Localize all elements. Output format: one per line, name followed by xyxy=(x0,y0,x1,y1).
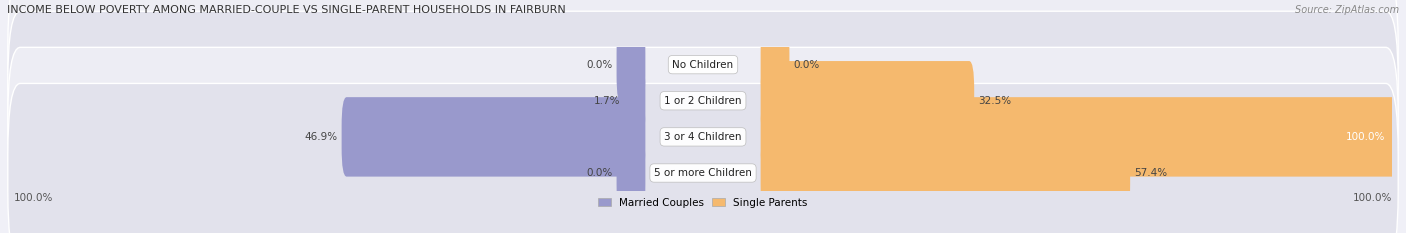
FancyBboxPatch shape xyxy=(761,97,1398,177)
Text: No Children: No Children xyxy=(672,60,734,70)
FancyBboxPatch shape xyxy=(761,61,974,140)
Text: 0.0%: 0.0% xyxy=(794,60,820,70)
Text: 57.4%: 57.4% xyxy=(1135,168,1167,178)
Text: Source: ZipAtlas.com: Source: ZipAtlas.com xyxy=(1295,5,1399,15)
FancyBboxPatch shape xyxy=(624,61,645,140)
FancyBboxPatch shape xyxy=(8,0,1398,154)
Text: 5 or more Children: 5 or more Children xyxy=(654,168,752,178)
Text: 0.0%: 0.0% xyxy=(586,168,612,178)
Text: 1.7%: 1.7% xyxy=(593,96,620,106)
Text: 100.0%: 100.0% xyxy=(14,193,53,203)
Text: 1 or 2 Children: 1 or 2 Children xyxy=(664,96,742,106)
Text: 46.9%: 46.9% xyxy=(304,132,337,142)
FancyBboxPatch shape xyxy=(761,133,1130,213)
Text: 0.0%: 0.0% xyxy=(586,60,612,70)
Text: 3 or 4 Children: 3 or 4 Children xyxy=(664,132,742,142)
FancyBboxPatch shape xyxy=(617,25,645,104)
Text: 100.0%: 100.0% xyxy=(1353,193,1392,203)
FancyBboxPatch shape xyxy=(761,25,789,104)
Text: INCOME BELOW POVERTY AMONG MARRIED-COUPLE VS SINGLE-PARENT HOUSEHOLDS IN FAIRBUR: INCOME BELOW POVERTY AMONG MARRIED-COUPL… xyxy=(7,5,565,15)
FancyBboxPatch shape xyxy=(8,11,1398,190)
FancyBboxPatch shape xyxy=(342,97,645,177)
FancyBboxPatch shape xyxy=(8,83,1398,233)
Text: 100.0%: 100.0% xyxy=(1347,132,1386,142)
FancyBboxPatch shape xyxy=(8,47,1398,226)
FancyBboxPatch shape xyxy=(617,133,645,213)
Text: 32.5%: 32.5% xyxy=(979,96,1012,106)
Legend: Married Couples, Single Parents: Married Couples, Single Parents xyxy=(595,194,811,212)
